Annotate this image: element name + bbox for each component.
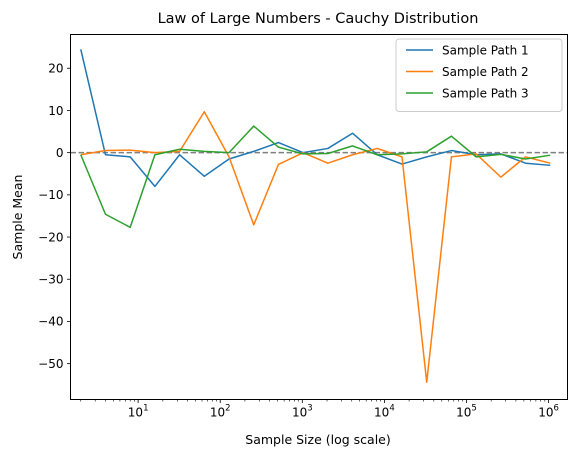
axis-ticks: 101 102 103 104 105 106 20 10 0 −10 −20 −30 −40 −50 [38, 62, 559, 420]
y-tick-label: −50 [38, 357, 63, 371]
chart-title: Law of Large Numbers - Cauchy Distributi… [158, 11, 479, 27]
y-tick-label: −30 [38, 273, 63, 287]
plot-frame [70, 34, 568, 400]
y-tick-label: 10 [48, 104, 63, 118]
y-tick-label: 20 [48, 62, 63, 76]
x-tick-label: 106 [538, 404, 559, 420]
y-tick-label: 0 [56, 146, 64, 160]
y-axis-label: Sample Mean [10, 175, 25, 260]
series-line-2 [80, 110, 551, 383]
plot-area [70, 49, 568, 383]
y-tick-label: −20 [38, 230, 63, 244]
legend: Sample Path 1 Sample Path 2 Sample Path 3 [395, 38, 563, 112]
x-tick-label: 104 [374, 404, 395, 420]
x-tick-label: 105 [456, 404, 477, 420]
legend-label-3: Sample Path 3 [442, 87, 529, 101]
x-tick-label: 101 [128, 404, 149, 420]
y-tick-label: −10 [38, 188, 63, 202]
x-axis-label: Sample Size (log scale) [245, 432, 390, 447]
legend-label-2: Sample Path 2 [442, 65, 529, 79]
legend-box [395, 38, 563, 112]
x-tick-label: 102 [210, 404, 231, 420]
x-tick-label: 103 [292, 404, 313, 420]
legend-label-1: Sample Path 1 [442, 44, 529, 58]
series-line-3 [80, 125, 551, 229]
y-tick-label: −40 [38, 315, 63, 329]
